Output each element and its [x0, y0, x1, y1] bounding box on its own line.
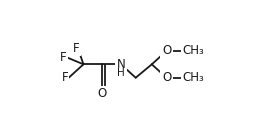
Text: N: N [117, 58, 125, 71]
Text: CH₃: CH₃ [183, 44, 204, 57]
Text: O: O [162, 44, 171, 57]
Text: O: O [98, 87, 107, 100]
Text: F: F [60, 51, 67, 64]
Text: H: H [117, 68, 125, 78]
Text: CH₃: CH₃ [183, 71, 204, 84]
Text: F: F [61, 71, 68, 84]
Text: F: F [73, 42, 80, 55]
Text: O: O [162, 71, 171, 84]
